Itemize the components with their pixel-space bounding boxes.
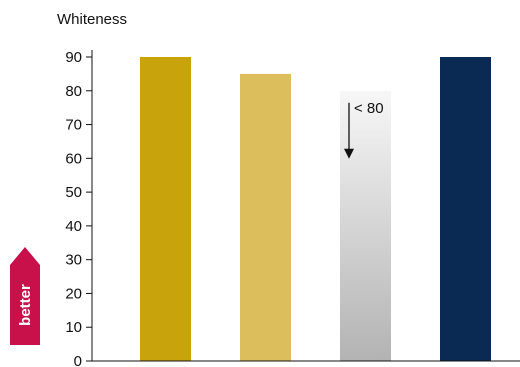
y-tick-label: 40 [65, 218, 82, 235]
y-tick-label: 60 [65, 150, 82, 167]
up-arrow-icon [10, 247, 40, 345]
down-arrow-icon [344, 148, 354, 159]
bars [140, 57, 491, 362]
y-axis-label: Whiteness [57, 11, 127, 28]
y-tick-label: 90 [65, 49, 82, 66]
y-tick-label: 10 [65, 319, 82, 336]
bar-2 [240, 73, 291, 361]
annotation-label: < 80 [354, 100, 384, 117]
annotation: < 80 [344, 100, 384, 159]
y-tick-label: 70 [65, 117, 82, 134]
better-badge: better [10, 247, 40, 345]
y-tick-label: 20 [65, 285, 82, 302]
y-axis-ticks: 0 10 20 30 40 50 60 70 80 90 [65, 49, 92, 367]
bar-1 [140, 57, 191, 361]
bar-3 [340, 90, 391, 362]
better-label: better [17, 284, 34, 326]
y-tick-label: 80 [65, 83, 82, 100]
y-tick-label: 30 [65, 252, 82, 269]
y-tick-label: 50 [65, 184, 82, 201]
bar-4 [440, 57, 491, 361]
y-tick-label: 0 [74, 353, 82, 367]
